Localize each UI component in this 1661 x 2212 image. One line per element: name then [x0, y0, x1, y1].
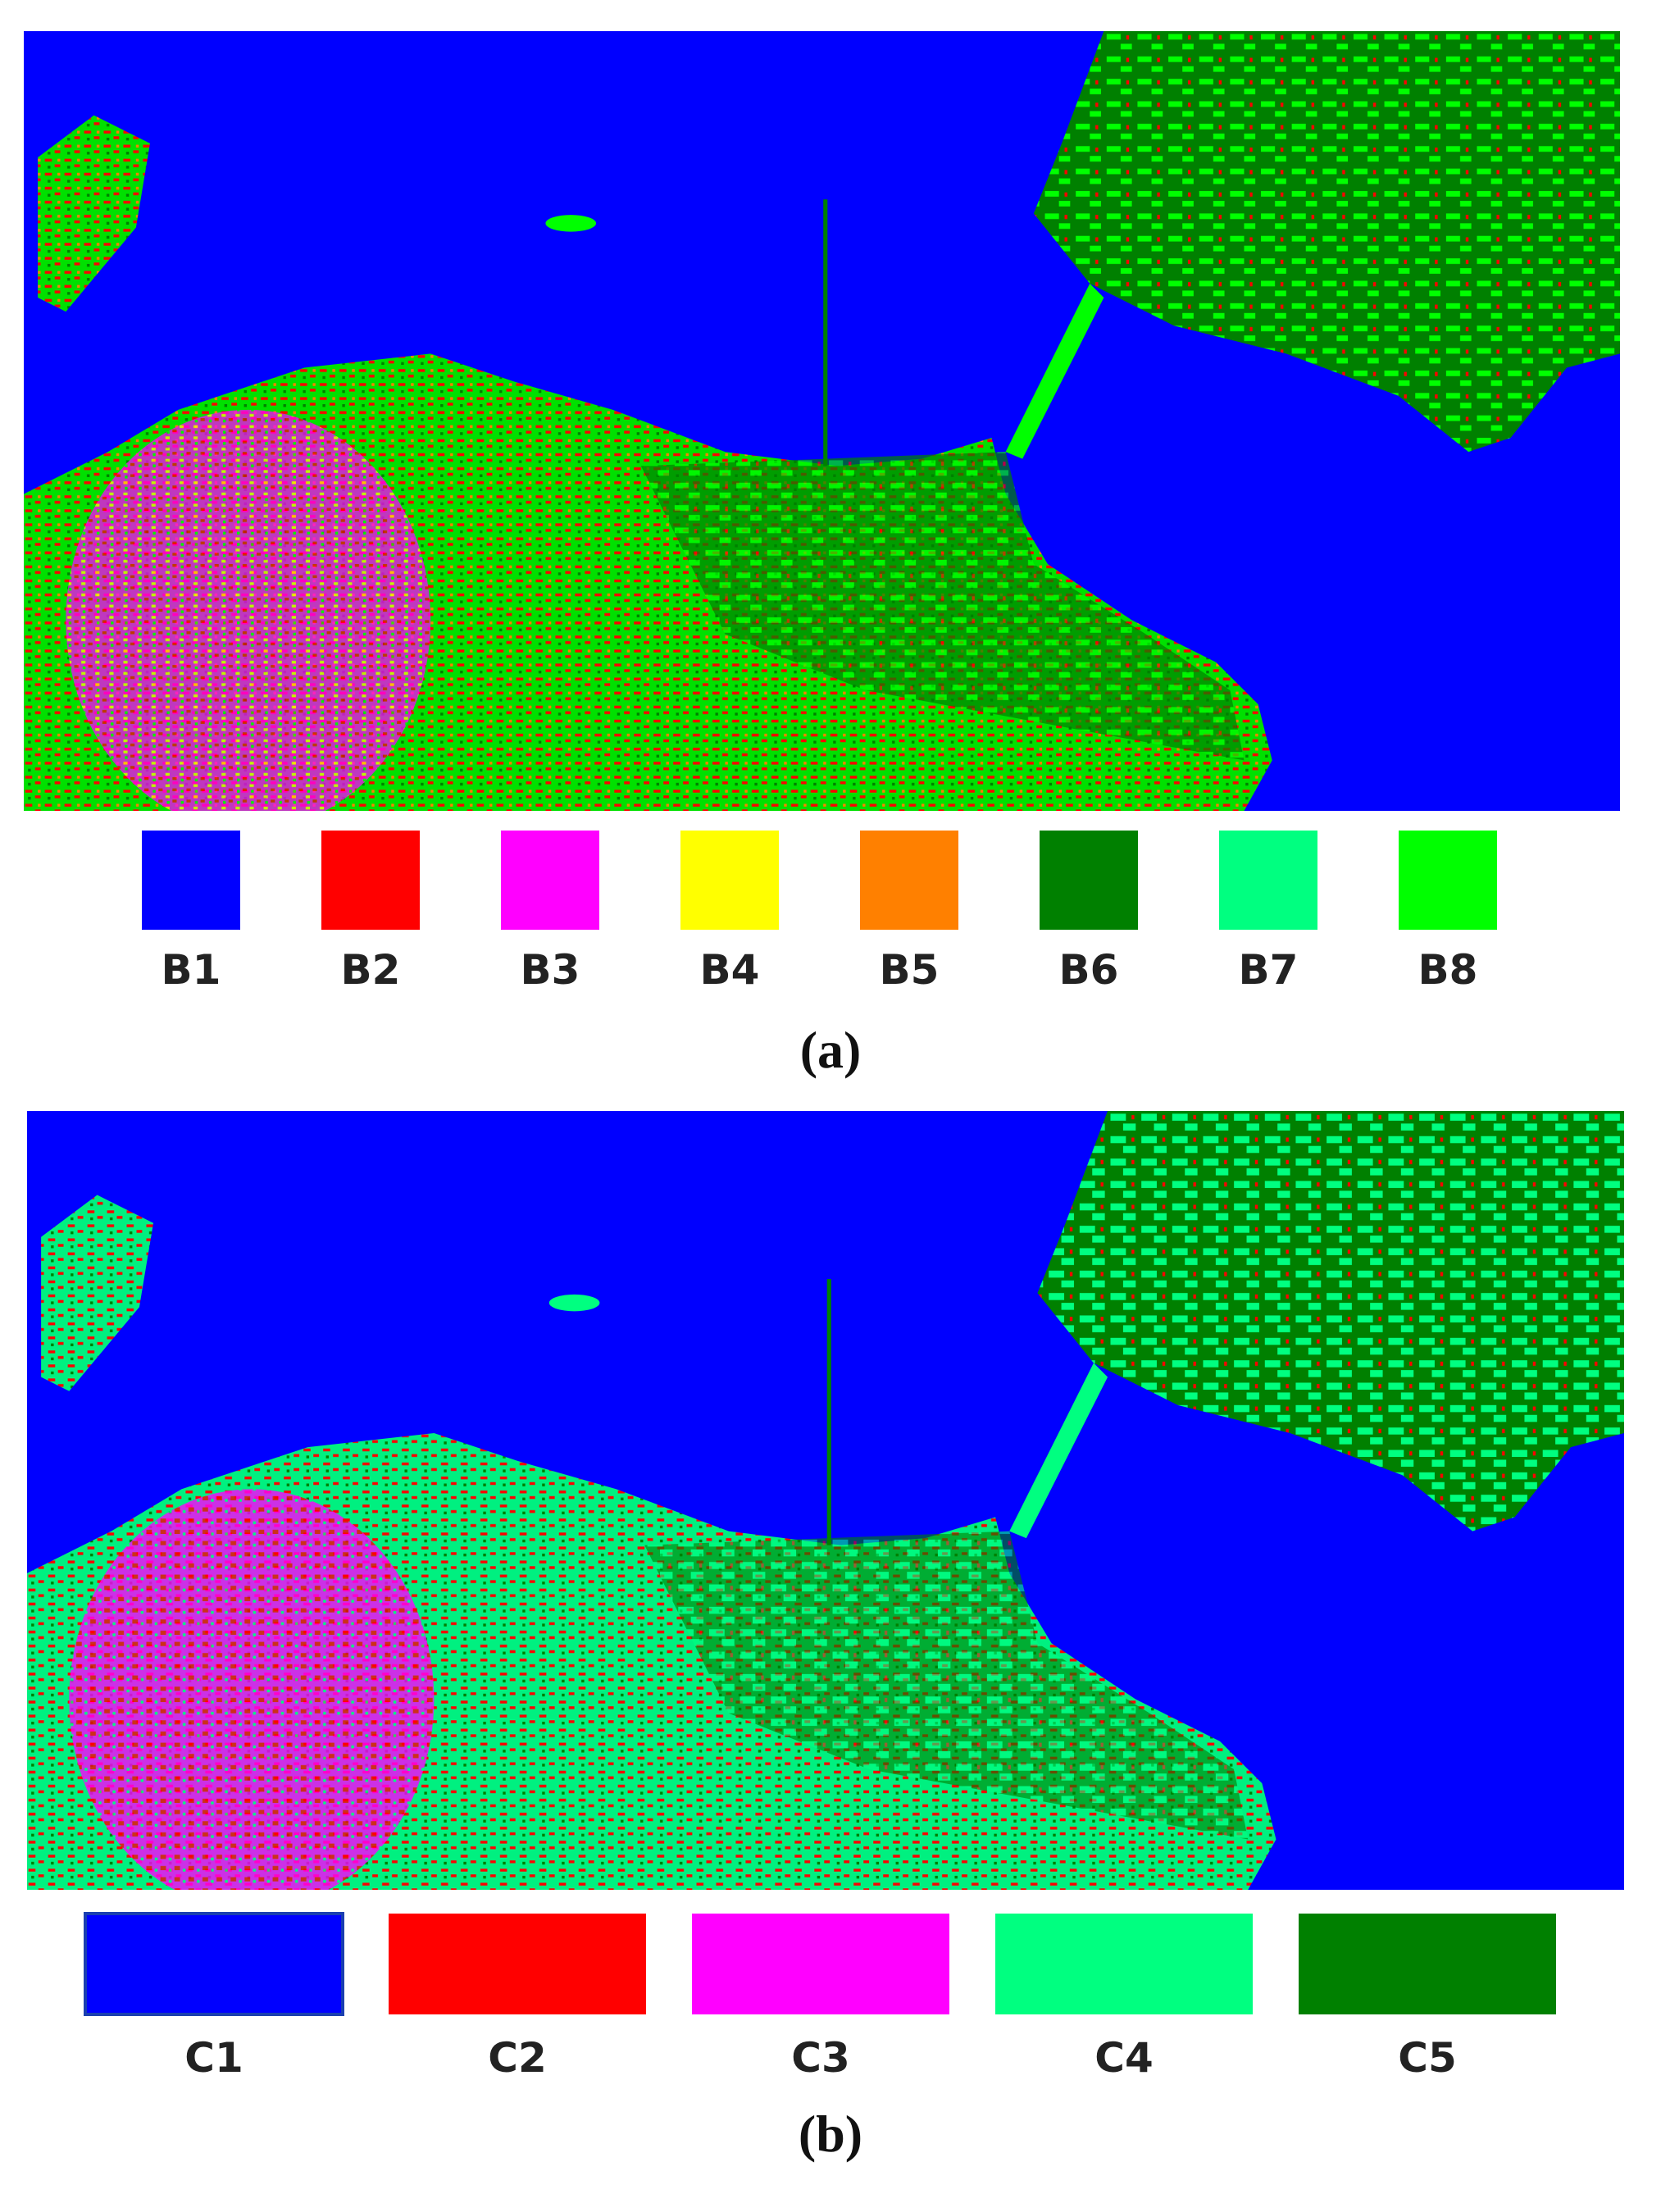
legend-label: B4	[700, 946, 760, 994]
classification-map	[24, 31, 1620, 811]
legend-label: C5	[1398, 2034, 1456, 2082]
classification-map	[27, 1111, 1624, 1890]
legend-label: B3	[521, 946, 580, 994]
legend-swatch	[321, 831, 420, 930]
legend-label: B1	[162, 946, 221, 994]
panel-caption: (a)	[800, 1021, 862, 1079]
legend-swatch	[1040, 831, 1138, 930]
legend-swatch	[501, 831, 599, 930]
legend-swatch	[1399, 831, 1497, 930]
legend-label: C1	[184, 2034, 243, 2082]
legend-swatch	[692, 1914, 949, 2014]
legend-swatch	[142, 831, 240, 930]
legend-label: C3	[791, 2034, 849, 2082]
legend-swatch	[680, 831, 779, 930]
legend-swatch	[1219, 831, 1317, 930]
panel-caption: (b)	[799, 2105, 862, 2163]
legend-label: C2	[488, 2034, 546, 2082]
legend-label: B2	[341, 946, 401, 994]
legend-label: B5	[880, 946, 940, 994]
legend-swatch	[860, 831, 958, 930]
legend-swatch	[84, 1912, 344, 2016]
legend-swatch	[1299, 1914, 1556, 2014]
legend-swatch	[995, 1914, 1253, 2014]
legend-label: B8	[1418, 946, 1478, 994]
legend-swatch	[389, 1914, 646, 2014]
legend-label: C4	[1094, 2034, 1153, 2082]
legend-label: B7	[1239, 946, 1299, 994]
legend-label: B6	[1059, 946, 1119, 994]
